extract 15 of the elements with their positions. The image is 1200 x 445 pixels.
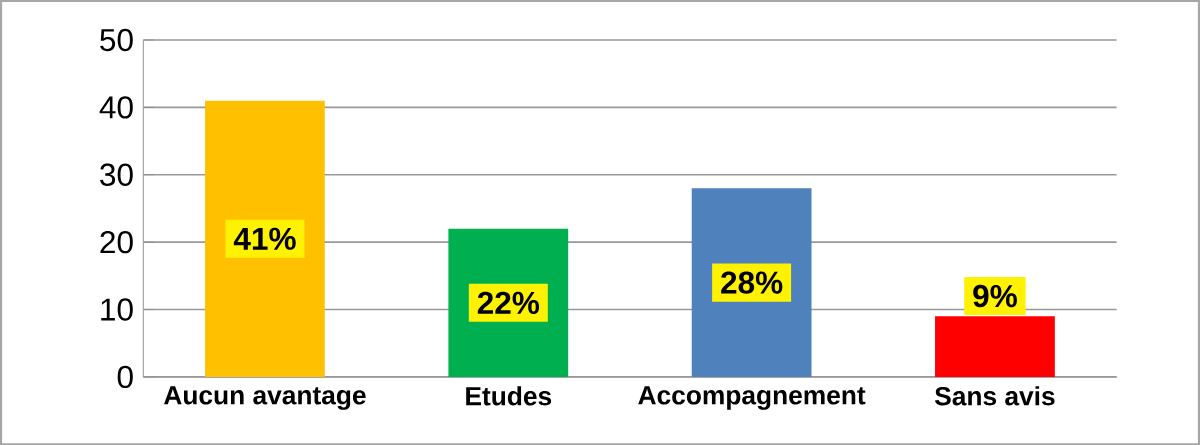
y-tick-label: 30: [100, 163, 133, 186]
y-tick-label: 20: [100, 230, 133, 254]
x-tick-label: Aucun avantage: [164, 386, 366, 410]
data-label: 28%: [721, 271, 783, 294]
data-label: 9%: [973, 284, 1017, 308]
x-tick-label: Accompagnement: [638, 386, 866, 410]
x-tick-label: Sans avis: [934, 386, 1055, 406]
bar: [205, 100, 325, 377]
y-tick-label: 40: [99, 96, 133, 119]
data-label: 22%: [477, 291, 540, 314]
y-tick-label: 50: [100, 28, 133, 51]
data-label: 41%: [233, 227, 296, 250]
y-tick-label: 10: [101, 298, 133, 321]
y-tick-label: 0: [117, 365, 133, 388]
x-tick-label: Etudes: [466, 386, 552, 406]
